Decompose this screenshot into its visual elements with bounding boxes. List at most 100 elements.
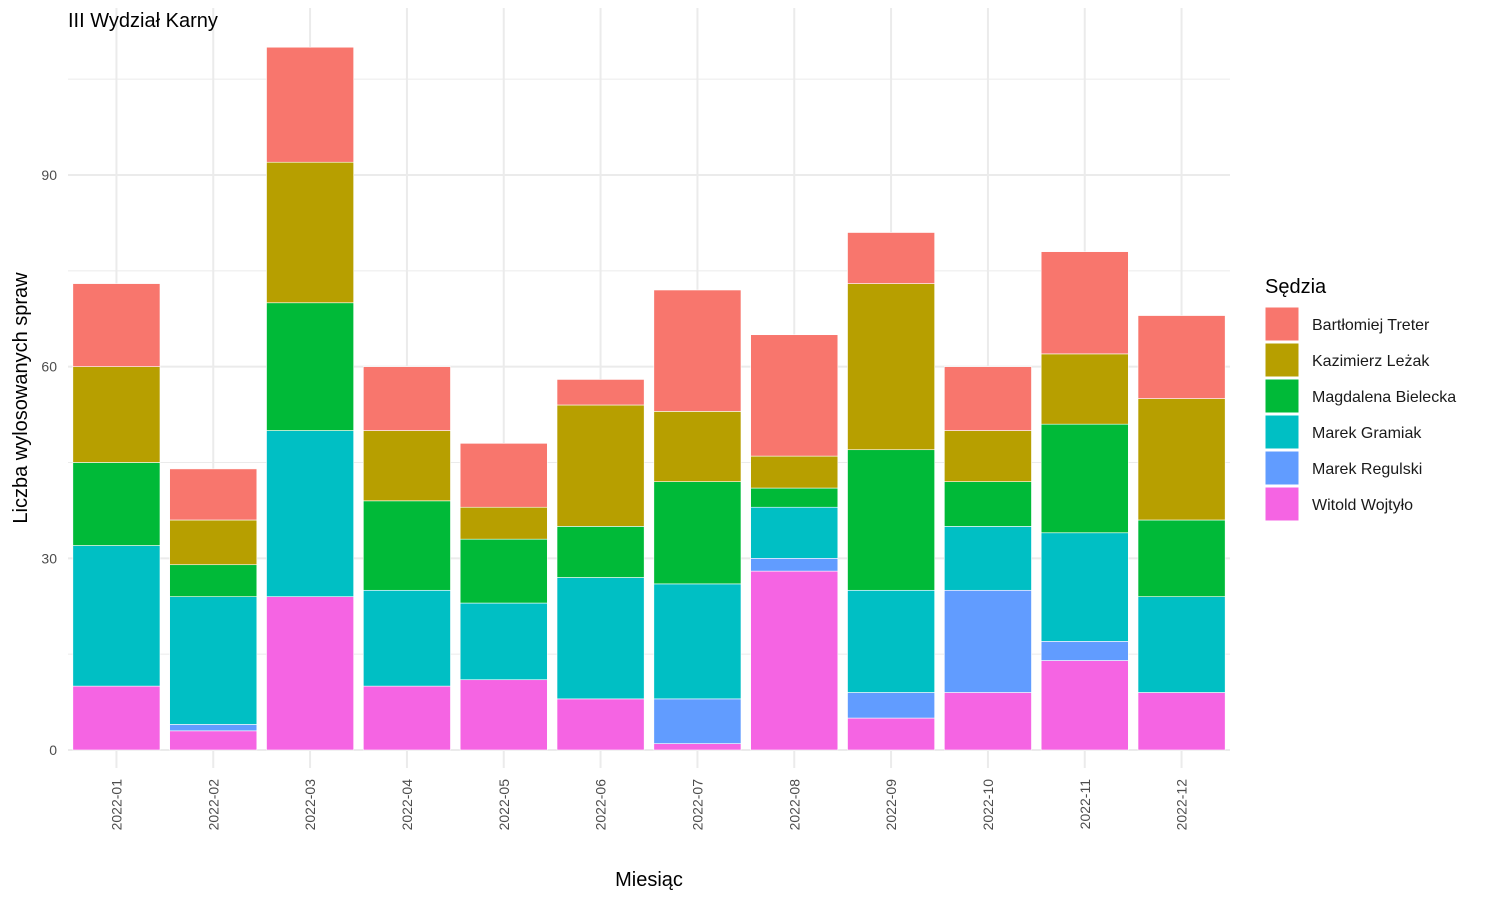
- legend-key-magdalena-bielecka: [1264, 378, 1300, 414]
- bar-segment-2022-12-bartlomiej-treter: [1137, 315, 1226, 399]
- x-tick-label: 2022-03: [302, 779, 318, 831]
- legend-label-witold-wojtylo: Witold Wojtyło: [1312, 497, 1413, 514]
- x-tick-label: 2022-02: [205, 779, 221, 831]
- bar-segment-2022-09-magdalena-bielecka: [847, 449, 935, 591]
- bar-segment-2022-01-kazimierz-lezak: [72, 366, 161, 463]
- bar-segment-2022-05-witold-wojtylo: [459, 679, 548, 751]
- bar-segment-2022-09-witold-wojtylo: [847, 717, 935, 751]
- bar-segment-2022-12-magdalena-bielecka: [1137, 519, 1226, 597]
- bar-segment-2022-11-magdalena-bielecka: [1040, 423, 1129, 534]
- bar-segment-2022-05-kazimierz-lezak: [459, 506, 548, 540]
- bar-segment-2022-07-marek-regulski: [653, 698, 742, 744]
- legend-key-witold-wojtylo: [1264, 486, 1300, 522]
- x-tick-label: 2022-07: [689, 779, 705, 831]
- bar-segment-2022-04-marek-gramiak: [363, 589, 451, 687]
- bars: [72, 46, 1226, 751]
- legend-label-marek-gramiak: Marek Gramiak: [1312, 425, 1422, 442]
- bar-segment-2022-04-magdalena-bielecka: [363, 500, 451, 591]
- x-tick-label: 2022-06: [593, 779, 609, 831]
- bar-segment-2022-09-marek-gramiak: [847, 589, 935, 693]
- bar-segment-2022-01-magdalena-bielecka: [72, 462, 161, 546]
- legend-key-kazimierz-lezak: [1264, 342, 1300, 378]
- x-axis-title: Miesiąc: [615, 869, 683, 891]
- bar-segment-2022-10-marek-regulski: [944, 589, 1032, 693]
- bar-segment-2022-07-bartlomiej-treter: [653, 289, 742, 412]
- bar-segment-2022-07-magdalena-bielecka: [653, 481, 742, 585]
- x-tick-label: 2022-01: [108, 779, 124, 831]
- bar-segment-2022-08-magdalena-bielecka: [750, 487, 839, 508]
- bar-segment-2022-02-magdalena-bielecka: [169, 564, 258, 597]
- bar-segment-2022-08-marek-gramiak: [750, 506, 839, 559]
- bar-segment-2022-02-marek-regulski: [169, 724, 258, 732]
- bar-segment-2022-08-marek-regulski: [750, 558, 839, 572]
- bar-segment-2022-11-bartlomiej-treter: [1040, 251, 1129, 355]
- y-axis-ticks: 0 30 60 90: [41, 167, 57, 758]
- bar-segment-2022-03-kazimierz-lezak: [266, 161, 354, 304]
- x-tick-label: 2022-05: [496, 779, 512, 831]
- bar-segment-2022-04-witold-wojtylo: [363, 685, 451, 751]
- bar-segment-2022-08-kazimierz-lezak: [750, 455, 839, 489]
- bar-segment-2022-02-witold-wojtylo: [169, 730, 258, 751]
- legend: Sędzia Bartłomiej Treter Kazimierz Leżak M…: [1264, 276, 1456, 522]
- bar-segment-2022-05-bartlomiej-treter: [459, 443, 548, 508]
- bar-segment-2022-05-magdalena-bielecka: [459, 538, 548, 604]
- bar-segment-2022-10-marek-gramiak: [944, 526, 1032, 591]
- bar-segment-2022-10-bartlomiej-treter: [944, 366, 1032, 431]
- chart-title: III Wydział Karny: [68, 10, 218, 32]
- legend-key-marek-gramiak: [1264, 414, 1300, 450]
- x-tick-label: 2022-10: [980, 779, 996, 831]
- x-tick-label: 2022-04: [399, 779, 415, 831]
- bar-segment-2022-03-marek-gramiak: [266, 430, 354, 597]
- x-tick-label: 2022-11: [1077, 779, 1093, 830]
- bar-segment-2022-10-witold-wojtylo: [944, 692, 1032, 751]
- bar-segment-2022-09-bartlomiej-treter: [847, 232, 935, 284]
- bar-segment-2022-11-marek-gramiak: [1040, 532, 1129, 642]
- bar-segment-2022-12-marek-gramiak: [1137, 596, 1226, 693]
- legend-items: Bartłomiej Treter Kazimierz Leżak Magdalen…: [1264, 306, 1456, 522]
- legend-label-kazimierz-lezak: Kazimierz Leżak: [1312, 353, 1430, 370]
- y-tick-label: 30: [41, 550, 57, 566]
- x-tick-label: 2022-12: [1174, 779, 1190, 831]
- bar-segment-2022-06-magdalena-bielecka: [556, 526, 645, 578]
- legend-key-bartlomiej-treter: [1264, 306, 1300, 342]
- bar-segment-2022-01-bartlomiej-treter: [72, 283, 161, 367]
- bar-segment-2022-09-marek-regulski: [847, 692, 935, 719]
- legend-key-marek-regulski: [1264, 450, 1300, 486]
- bar-segment-2022-10-magdalena-bielecka: [944, 481, 1032, 527]
- legend-label-magdalena-bielecka: Magdalena Bielecka: [1312, 389, 1456, 406]
- x-tick-label: 2022-09: [883, 779, 899, 831]
- bar-segment-2022-02-marek-gramiak: [169, 596, 258, 725]
- bar-segment-2022-02-kazimierz-lezak: [169, 519, 258, 566]
- bar-segment-2022-01-marek-gramiak: [72, 545, 161, 687]
- bar-segment-2022-01-witold-wojtylo: [72, 685, 161, 751]
- bar-segment-2022-08-witold-wojtylo: [750, 570, 839, 751]
- bar-segment-2022-07-kazimierz-lezak: [653, 411, 742, 482]
- bar-segment-2022-08-bartlomiej-treter: [750, 334, 839, 457]
- y-axis-title: Liczba wylosowanych spraw: [10, 272, 32, 524]
- bar-segment-2022-06-witold-wojtylo: [556, 698, 645, 751]
- bar-segment-2022-09-kazimierz-lezak: [847, 283, 935, 451]
- legend-label-marek-regulski: Marek Regulski: [1312, 461, 1422, 478]
- bar-segment-2022-04-bartlomiej-treter: [363, 366, 451, 431]
- bar-segment-2022-11-marek-regulski: [1040, 641, 1129, 661]
- bar-segment-2022-04-kazimierz-lezak: [363, 430, 451, 502]
- bar-segment-2022-11-witold-wojtylo: [1040, 660, 1129, 751]
- bar-segment-2022-02-bartlomiej-treter: [169, 468, 258, 521]
- bar-segment-2022-03-witold-wojtylo: [266, 596, 354, 751]
- bar-segment-2022-07-witold-wojtylo: [653, 743, 742, 751]
- bar-segment-2022-11-kazimierz-lezak: [1040, 353, 1129, 425]
- x-axis-ticks: 2022-01 2022-02 2022-03 2022-04 2022-05 2022-…: [108, 779, 1189, 831]
- bar-segment-2022-03-bartlomiej-treter: [266, 46, 354, 163]
- bar-segment-2022-05-marek-gramiak: [459, 602, 548, 681]
- y-tick-label: 0: [49, 742, 57, 758]
- y-tick-label: 90: [41, 167, 57, 183]
- bar-segment-2022-12-witold-wojtylo: [1137, 692, 1226, 751]
- legend-label-bartlomiej-treter: Bartłomiej Treter: [1312, 317, 1430, 334]
- bar-segment-2022-07-marek-gramiak: [653, 583, 742, 700]
- bar-segment-2022-10-kazimierz-lezak: [944, 430, 1032, 482]
- bar-segment-2022-06-kazimierz-lezak: [556, 404, 645, 527]
- bar-segment-2022-06-marek-gramiak: [556, 577, 645, 700]
- x-tick-label: 2022-08: [786, 779, 802, 831]
- y-tick-label: 60: [41, 359, 57, 375]
